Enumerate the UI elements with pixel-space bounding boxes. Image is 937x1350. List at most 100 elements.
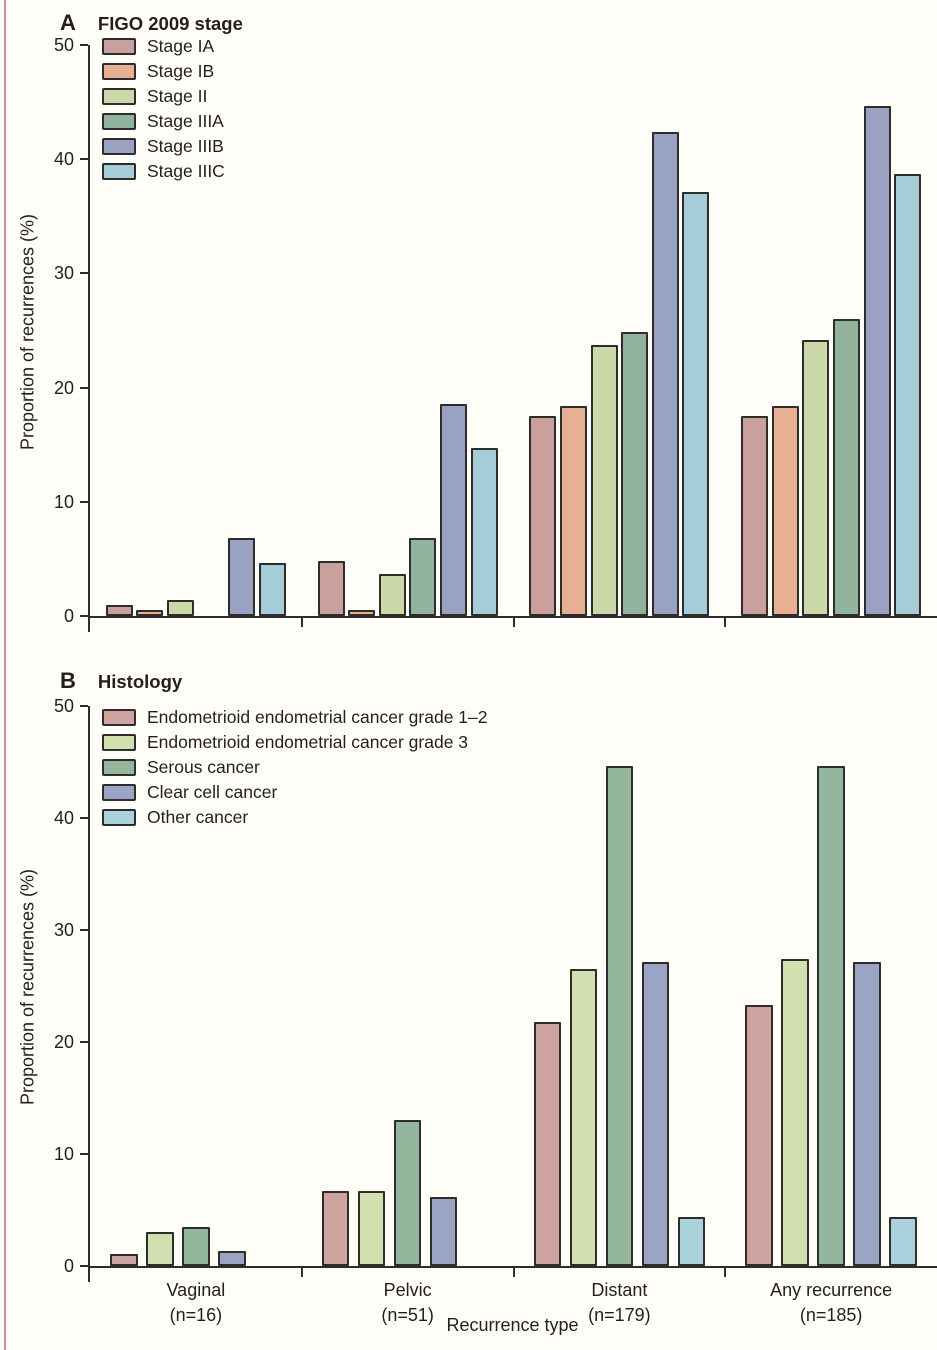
bar-any-recurrence-stage-iiic [894,174,922,616]
legend-swatch-stage-iiia [102,113,136,130]
bar-any-recurrence-serous-cancer [817,766,845,1266]
panel-a: A FIGO 2009 stage Proportion of recurren… [0,0,937,632]
bar-distant-endometrioid-endometrial-cancer-grade-3 [569,969,598,1266]
y-tick-label-10: 10 [53,491,74,512]
y-tick-label-30: 30 [53,920,74,940]
legend-item-other-cancer: Other cancer [102,808,487,827]
bar-any-recurrence-endometrioid-endometrial-cancer-grade-1-2 [745,1005,773,1266]
legend-item-stage-iiic: Stage IIIC [102,162,225,181]
category-count-distant: (n=179) [588,1305,651,1325]
category-label-any-recurrence: Any recurrence (n=185) [725,1278,937,1328]
y-tick-mark-10 [80,1153,88,1155]
legend-label-stage-iiic: Stage IIIC [147,161,225,181]
bar-vaginal-serous-cancer [182,1226,210,1266]
y-tick-mark-20 [80,1041,88,1043]
panel-a-plot-row: Proportion of recurrences (%) 0 10 20 30 40 5… [0,35,937,632]
legend: Endometrioid endometrial cancer grade 1–… [102,708,487,833]
legend-swatch-other-cancer [102,809,136,826]
y-tick-label-30: 30 [53,263,74,284]
panel-a-y-axis-label: Proportion of recurrences (%) [17,213,38,450]
legend-label-endometrioid-endometrial-cancer-grade-3: Endometrioid endometrial cancer grade 3 [147,732,469,752]
legend-label-stage-ib: Stage IB [147,61,215,81]
bar-vaginal-endometrioid-endometrial-cancer-grade-1-2 [110,1253,138,1266]
bar-any-recurrence-stage-ib [771,405,799,616]
x-tick-mark-3 [724,1268,727,1277]
category-name-distant: Distant [591,1280,648,1300]
y-axis-foot [88,616,90,632]
y-tick-label-40: 40 [53,149,74,170]
y-tick-label-50: 50 [53,35,74,55]
legend-swatch-stage-ii [102,88,136,105]
legend-swatch-stage-iiic [102,163,136,180]
x-tick-mark-2 [512,618,515,627]
y-tick-mark-20 [80,386,88,389]
bar-distant-stage-ii [590,345,618,616]
legend-swatch-stage-ia [102,38,136,55]
category-name-any-recurrence: Any recurrence [770,1280,893,1300]
bar-distant-clear-cell-cancer [641,962,670,1266]
bar-distant-stage-iiia [621,331,649,616]
legend-label-stage-ia: Stage IA [147,36,215,56]
y-tick-mark-40 [80,158,88,161]
legend-item-stage-iiib: Stage IIIB [102,137,225,156]
bar-vaginal-endometrioid-endometrial-cancer-grade-3 [146,1232,174,1266]
bar-distant-stage-iiib [651,131,679,616]
legend-swatch-endometrioid-endometrial-cancer-grade-3 [102,734,136,751]
legend-label-other-cancer: Other cancer [147,807,249,827]
panel-a-header: A FIGO 2009 stage [0,0,937,36]
bar-pelvic-clear-cell-cancer [429,1196,458,1266]
legend-label-stage-iiia: Stage IIIA [147,111,224,131]
bar-vaginal-clear-cell-cancer [218,1251,246,1266]
category-label-pelvic: Pelvic (n=51) [301,1278,514,1328]
y-tick-mark-30 [80,272,88,275]
category-label-distant: Distant (n=179) [513,1278,726,1328]
bar-any-recurrence-other-cancer [889,1216,917,1266]
category-label-vaginal: Vaginal (n=16) [89,1278,302,1328]
left-border-line [4,0,6,1350]
legend-swatch-serous-cancer [102,759,136,776]
legend-label-clear-cell-cancer: Clear cell cancer [147,782,278,802]
legend: Stage IA Stage IB Stage II Stage IIIA Stage … [102,37,225,187]
bar-vaginal-stage-ia [105,604,133,616]
panel-b-y-axis-label: Proportion of recurrences (%) [17,868,38,1106]
x-tick-mark-2 [512,1268,515,1277]
x-tick-mark-1 [300,1268,303,1277]
y-tick-mark-40 [80,817,88,819]
x-tick-mark-1 [300,618,303,627]
y-tick-label-0: 0 [63,606,74,626]
panel-a-letter: A [60,10,76,35]
bar-vaginal-stage-ii [167,600,195,616]
legend-item-stage-iiia: Stage IIIA [102,112,225,131]
legend-label-endometrioid-endometrial-cancer-grade-1-2: Endometrioid endometrial cancer grade 1–… [147,707,488,727]
bar-distant-stage-iiic [682,192,710,616]
bar-any-recurrence-endometrioid-endometrial-cancer-grade-3 [781,959,809,1266]
legend-item-serous-cancer: Serous cancer [102,758,487,777]
panel-b-letter: B [60,668,76,693]
legend-item-stage-ii: Stage II [102,87,225,106]
bar-any-recurrence-stage-ia [741,416,769,616]
y-tick-mark-30 [80,929,88,931]
y-tick-mark-50 [80,44,88,46]
panel-b: B Histology Proportion of recurrences (%… [0,658,937,1325]
legend-label-stage-ii: Stage II [147,86,208,106]
y-tick-label-40: 40 [53,808,74,828]
y-tick-label-20: 20 [53,377,74,398]
bar-pelvic-stage-iiia [409,538,437,616]
legend-item-endometrioid-endometrial-cancer-grade-1-2: Endometrioid endometrial cancer grade 1–… [102,708,487,727]
bar-pelvic-stage-ia [317,561,345,616]
x-tick-mark-3 [724,618,727,627]
x-axis-title: Recurrence type [446,1315,579,1335]
bar-vaginal-stage-iiib [228,538,256,616]
y-tick-label-20: 20 [53,1032,74,1052]
panel-b-plot-row: Proportion of recurrences (%) 0 10 20 30 40 5… [0,696,937,1325]
legend-item-stage-ib: Stage IB [102,62,225,81]
category-count-any-recurrence: (n=185) [799,1305,863,1325]
bar-pelvic-serous-cancer [393,1120,422,1266]
bar-distant-serous-cancer [605,766,634,1266]
panel-b-title: Histology [97,671,183,692]
bar-pelvic-endometrioid-endometrial-cancer-grade-1-2 [321,1190,350,1266]
panel-a-title: FIGO 2009 stage [97,13,243,34]
bar-pelvic-stage-iiib [440,403,468,616]
y-tick-mark-50 [80,705,88,707]
bar-pelvic-stage-iiic [470,448,498,616]
